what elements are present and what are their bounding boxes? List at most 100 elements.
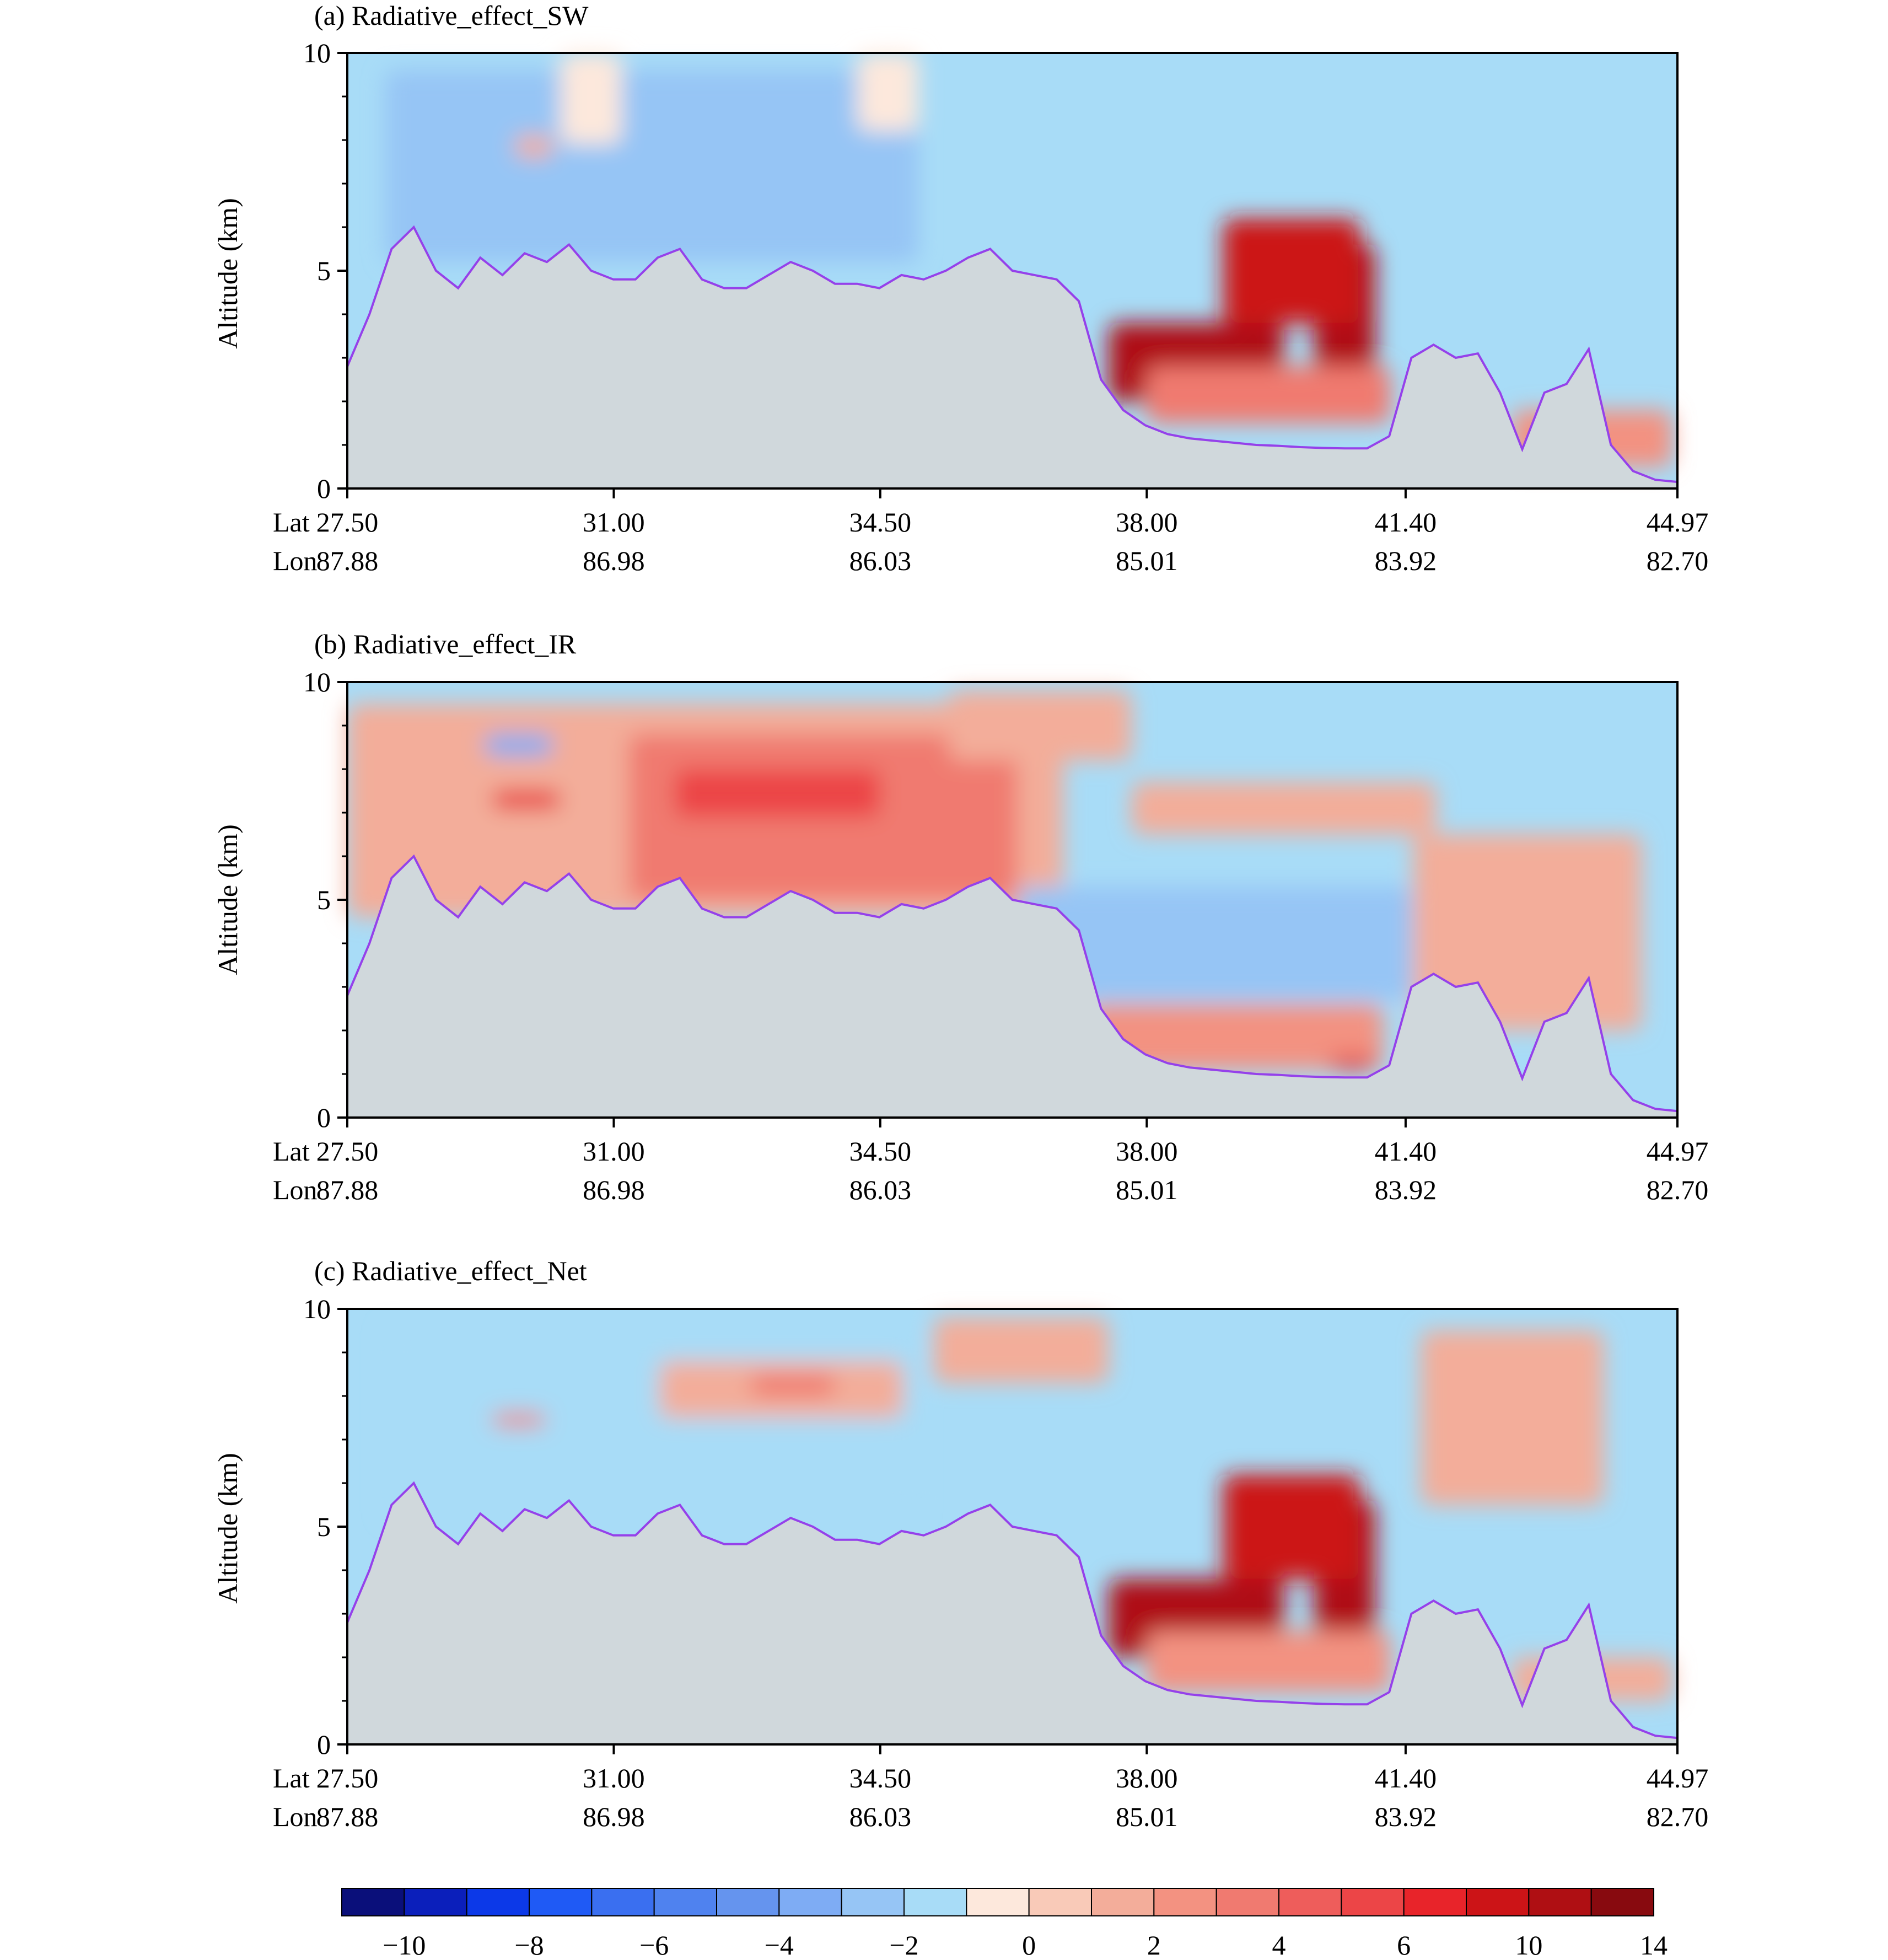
colorbar-swatch bbox=[1091, 1888, 1155, 1916]
contour-region bbox=[385, 70, 918, 262]
colorbar-swatch bbox=[903, 1888, 967, 1916]
axes: 0 5 10 27.50 87.88 31.00 86.98 34.50 86.03 38.00 8… bbox=[273, 1293, 1708, 1832]
panel-title: (c) Radiative_effect_Net bbox=[314, 1255, 587, 1286]
colorbar-swatch bbox=[1341, 1888, 1405, 1916]
lat-tick-label: 44.97 bbox=[1647, 507, 1709, 538]
lat-tick-label: 31.00 bbox=[583, 507, 645, 538]
contour-region bbox=[949, 690, 1132, 761]
y-axis-label: Altitude (km) bbox=[212, 198, 243, 349]
contour-region bbox=[1329, 1056, 1375, 1070]
colorbar-swatch bbox=[716, 1888, 780, 1916]
colorbar-swatch bbox=[529, 1888, 593, 1916]
colorbar-tick-label: 0 bbox=[1022, 1930, 1036, 1960]
colorbar-swatch bbox=[1153, 1888, 1217, 1916]
y-axis-label: Altitude (km) bbox=[212, 1453, 243, 1604]
terrain-line bbox=[346, 854, 1678, 1113]
colorbar-tick-label: 4 bbox=[1272, 1930, 1286, 1960]
contour-region bbox=[514, 136, 553, 158]
lon-tick-label: 86.98 bbox=[583, 1174, 645, 1205]
terrain-line bbox=[346, 1481, 1678, 1739]
contour-region bbox=[1147, 1631, 1391, 1693]
lat-tick-label: 34.50 bbox=[849, 1763, 912, 1793]
panel-title: (a) Radiative_effect_SW bbox=[314, 0, 589, 31]
lat-tick-label: 31.00 bbox=[583, 1763, 645, 1793]
lat-tick-label: 41.40 bbox=[1375, 1136, 1437, 1167]
contour-region bbox=[1223, 218, 1360, 323]
panel-sw: (a) Radiative_effect_SW Altitude (km) 0 5… bbox=[212, 0, 1708, 576]
axes: 0 5 10 27.50 87.88 31.00 86.98 34.50 86.03 38.00 8… bbox=[273, 667, 1708, 1205]
contour-region bbox=[492, 791, 561, 809]
y-tick-label: 5 bbox=[317, 884, 331, 915]
colorbar-swatch bbox=[1590, 1888, 1655, 1916]
lon-tick-label: 82.70 bbox=[1647, 1174, 1709, 1205]
terrain-fill bbox=[347, 227, 1677, 488]
contour-blobs bbox=[385, 1317, 1672, 1701]
colorbar-tick-label: 6 bbox=[1397, 1930, 1411, 1960]
colorbar-tick-label: 14 bbox=[1640, 1930, 1668, 1960]
colorbar-swatch bbox=[1466, 1888, 1530, 1916]
lon-tick-label: 83.92 bbox=[1375, 545, 1437, 576]
colorbar-swatch bbox=[1278, 1888, 1342, 1916]
contour-blobs bbox=[385, 53, 1672, 467]
y-tick-label: 10 bbox=[303, 1293, 331, 1324]
contour-region bbox=[1085, 1004, 1383, 1070]
contour-region bbox=[751, 1374, 835, 1396]
contour-region bbox=[1413, 834, 1642, 1030]
lon-tick-label: 87.88 bbox=[316, 1801, 379, 1832]
y-tick-label: 5 bbox=[317, 1511, 331, 1542]
lat-tick-label: 34.50 bbox=[849, 507, 912, 538]
terrain-line bbox=[346, 225, 1678, 484]
terrain-fill bbox=[347, 1483, 1677, 1744]
lon-tick-label: 86.03 bbox=[849, 1174, 912, 1205]
contour-region bbox=[385, 1326, 918, 1518]
colorbar-swatch bbox=[1528, 1888, 1592, 1916]
colorbar-swatch bbox=[404, 1888, 467, 1916]
lon-row-label: Lon bbox=[273, 545, 318, 576]
colorbar-tick-label: −6 bbox=[639, 1930, 669, 1960]
colorbar-tick-label: 10 bbox=[1515, 1930, 1542, 1960]
contour-region bbox=[1131, 782, 1437, 835]
contour-region bbox=[674, 769, 880, 817]
contour-region bbox=[857, 53, 918, 132]
colorbar-swatch bbox=[1403, 1888, 1467, 1916]
lon-tick-label: 85.01 bbox=[1116, 1801, 1178, 1832]
y-tick-label: 0 bbox=[317, 1102, 331, 1133]
lon-tick-label: 82.70 bbox=[1647, 545, 1709, 576]
lat-tick-label: 27.50 bbox=[316, 1136, 379, 1167]
terrain bbox=[346, 225, 1678, 488]
colorbar-swatch bbox=[653, 1888, 717, 1916]
lon-tick-label: 87.88 bbox=[316, 545, 379, 576]
colorbar-tick-label: −2 bbox=[889, 1930, 918, 1960]
colorbar-swatch bbox=[1028, 1888, 1092, 1916]
lon-tick-label: 85.01 bbox=[1116, 545, 1178, 576]
lat-tick-label: 44.97 bbox=[1647, 1136, 1709, 1167]
lat-row-label: Lat bbox=[273, 507, 310, 538]
contour-region bbox=[492, 1413, 546, 1427]
colorbar-swatch bbox=[591, 1888, 655, 1916]
lat-tick-label: 44.97 bbox=[1647, 1763, 1709, 1793]
lat-tick-label: 27.50 bbox=[316, 507, 379, 538]
contour-region bbox=[560, 53, 622, 144]
colorbar-swatch bbox=[966, 1888, 1030, 1916]
lon-row-label: Lon bbox=[273, 1174, 318, 1205]
panel-net: (c) Radiative_effect_Net Altitude (km) 0… bbox=[212, 1255, 1708, 1832]
contour-region bbox=[484, 734, 553, 756]
colorbar-tick-label: −8 bbox=[514, 1930, 544, 1960]
lat-tick-label: 41.40 bbox=[1375, 507, 1437, 538]
contour-region bbox=[1223, 1474, 1360, 1579]
colorbar-swatch bbox=[1215, 1888, 1280, 1916]
colorbar-swatch bbox=[841, 1888, 905, 1916]
panel-ir: (b) Radiative_effect_IR Altitude (km) 0 5… bbox=[212, 629, 1708, 1205]
terrain bbox=[346, 1481, 1678, 1744]
lon-tick-label: 86.98 bbox=[583, 1801, 645, 1832]
lat-tick-label: 38.00 bbox=[1116, 1763, 1178, 1793]
lon-row-label: Lon bbox=[273, 1801, 318, 1832]
y-tick-label: 5 bbox=[317, 255, 331, 286]
lat-row-label: Lat bbox=[273, 1136, 310, 1167]
lon-tick-label: 85.01 bbox=[1116, 1174, 1178, 1205]
y-axis-label: Altitude (km) bbox=[212, 824, 243, 975]
y-tick-label: 0 bbox=[317, 473, 331, 504]
contour-region bbox=[1147, 366, 1391, 423]
lat-tick-label: 31.00 bbox=[583, 1136, 645, 1167]
